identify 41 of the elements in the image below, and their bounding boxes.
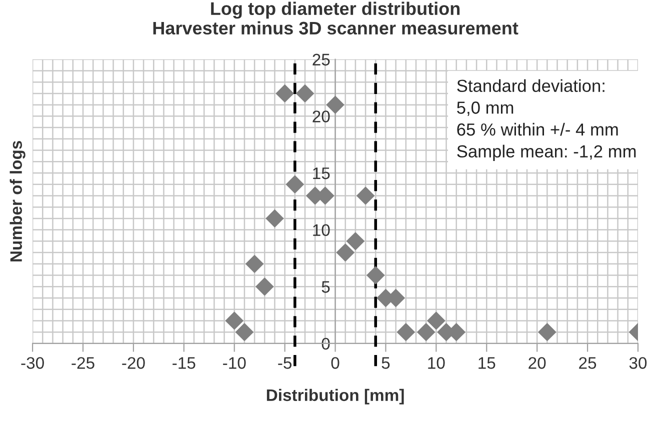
x-tick-label: 20 — [528, 357, 546, 369]
point — [346, 232, 364, 250]
point — [266, 210, 284, 228]
y-tick-label: 5 — [322, 281, 330, 293]
x-tick-label: -30 — [21, 357, 44, 369]
x-tick-label: -10 — [223, 357, 246, 369]
x-tick-label: 5 — [382, 357, 390, 369]
x-tick-label: 25 — [579, 357, 596, 369]
annotation: 65 % within +/- 4 mm — [457, 122, 618, 136]
point — [246, 254, 264, 273]
point — [286, 175, 304, 194]
point — [366, 266, 385, 284]
y-tick-label: 25 — [312, 54, 330, 66]
y-tick-label: 15 — [313, 168, 330, 180]
point — [538, 323, 556, 341]
chart-title: Log top diameter distribution Harvester minus 3D scanner measurement — [153, 2, 518, 35]
x-tick-label: 10 — [428, 357, 445, 369]
point — [336, 244, 354, 262]
x-tick-label: 30 — [629, 357, 647, 369]
point — [225, 312, 244, 330]
x-axis-title: Distribution [mm] — [266, 388, 404, 404]
x-tick-label: -5 — [278, 357, 292, 369]
point — [396, 323, 415, 341]
annotation: 5,0 mm — [457, 102, 514, 116]
annotation: Standard deviation: — [457, 79, 604, 92]
y-tick-label: 10 — [313, 224, 330, 236]
x-tick-label: 0 — [331, 357, 340, 369]
x-tick-label: -20 — [122, 357, 145, 369]
y-axis-title: Number of logs — [10, 140, 26, 262]
point — [296, 84, 314, 102]
point — [236, 323, 254, 341]
x-tick-label: -25 — [72, 357, 94, 369]
y-tick-label: 20 — [312, 110, 330, 122]
x-tick-label: 15 — [478, 357, 496, 369]
point — [276, 84, 294, 102]
point — [256, 278, 274, 296]
point — [427, 312, 446, 330]
x-tick-label: -15 — [172, 357, 196, 369]
point — [417, 323, 435, 341]
annotation: Sample mean: -1,2 mm — [457, 144, 636, 161]
point — [356, 186, 374, 205]
